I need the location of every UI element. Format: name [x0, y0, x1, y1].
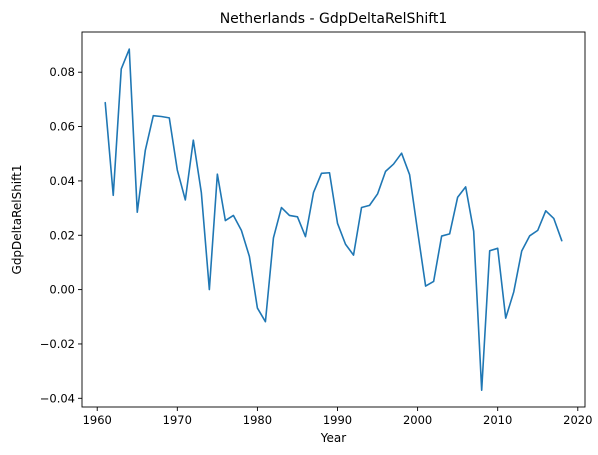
series-line [104, 48, 563, 391]
chart-title: Netherlands - GdpDeltaRelShift1 [220, 11, 448, 27]
y-tick-label: 0.00 [49, 283, 75, 297]
y-tick-label: 0.08 [49, 65, 75, 79]
y-axis-label: GdpDeltaRelShift1 [10, 165, 24, 275]
y-axis-ticks: −0.04 −0.02 0.00 0.02 0.04 0.06 0.08 [40, 65, 82, 405]
y-tick-label: 0.06 [49, 120, 75, 134]
x-axis-ticks: 1960 1970 1980 1990 2000 2010 2020 [83, 407, 592, 427]
x-tick-label: 2000 [403, 413, 432, 427]
y-tick-label: 0.04 [49, 174, 75, 188]
x-tick-label: 1980 [243, 413, 272, 427]
plot-frame [81, 31, 586, 408]
y-tick-label: 0.02 [49, 228, 75, 242]
x-tick-label: 2010 [483, 413, 512, 427]
x-tick-label: 2020 [563, 413, 592, 427]
y-tick-label: −0.04 [40, 391, 75, 405]
x-axis-label: Year [320, 431, 346, 445]
x-tick-label: 1990 [323, 413, 352, 427]
y-tick-label: −0.02 [40, 337, 75, 351]
x-tick-label: 1970 [163, 413, 192, 427]
x-tick-label: 1960 [83, 413, 112, 427]
